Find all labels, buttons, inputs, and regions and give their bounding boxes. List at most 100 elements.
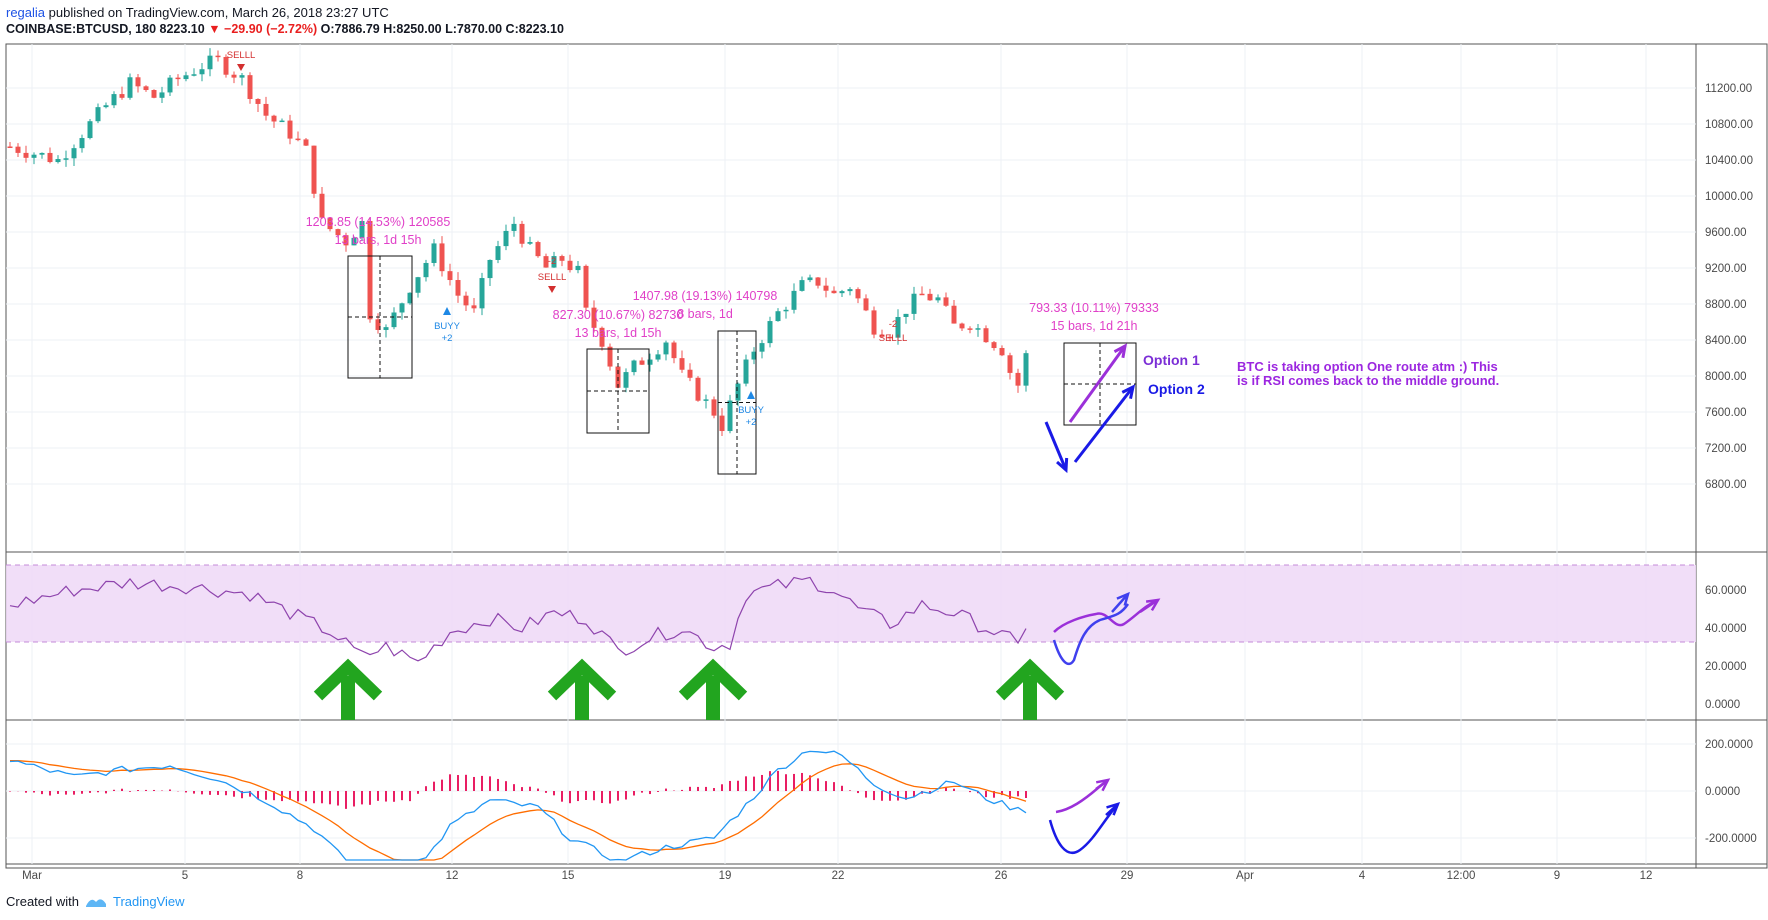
rsi-option2-curve — [1052, 603, 1130, 666]
measure-sublabel: 13 bars, 1d 15h — [575, 326, 662, 340]
candle-body — [383, 327, 389, 330]
candle-body — [191, 74, 197, 76]
rsi-option2-arrow — [1111, 593, 1129, 613]
macd-signal-line — [9, 759, 1027, 861]
macd-axis-label: -200.0000 — [1705, 833, 1757, 845]
candle-body — [143, 86, 149, 91]
candle-body — [95, 107, 101, 122]
option1-arrow — [1068, 345, 1127, 423]
candle-body — [583, 265, 589, 308]
candle-body — [71, 148, 77, 159]
candle-body — [535, 242, 541, 257]
candle-body — [263, 103, 269, 116]
macd-option2-arrow-head — [1106, 802, 1121, 816]
buy-signal-label: BUYY — [434, 321, 461, 332]
price-axis-label: 10800.00 — [1705, 119, 1753, 131]
candle-body — [151, 90, 157, 98]
note-line-2: is if RSI comes back to the middle groun… — [1237, 373, 1499, 388]
candle-body — [607, 346, 613, 367]
price-change: −29.90 (−2.72%) — [224, 22, 318, 36]
time-axis-label: Apr — [1236, 870, 1254, 882]
option2-arrow — [1073, 386, 1135, 463]
macd-pane — [9, 750, 1027, 861]
macd-line — [9, 750, 1027, 861]
candle-body — [599, 327, 605, 347]
time-axis-label: 29 — [1121, 870, 1134, 882]
candle-body — [503, 230, 509, 247]
price-axis-label: 8400.00 — [1705, 335, 1747, 347]
candle-body — [223, 56, 229, 75]
macd-axis-label: 200.0000 — [1705, 739, 1753, 751]
candle-body — [759, 343, 765, 352]
candle-body — [231, 74, 237, 78]
candle-body — [743, 359, 749, 384]
candle-body — [335, 229, 341, 236]
tradingview-brand[interactable]: TradingView — [112, 894, 185, 909]
buy-arrow-icon — [747, 391, 755, 399]
buy-signal-label: BUYY — [738, 405, 765, 416]
macd-axis-label: 0.0000 — [1705, 786, 1740, 798]
option2-label: Option 2 — [1148, 381, 1205, 397]
footer: Created with TradingView — [6, 894, 185, 909]
candle-body — [391, 312, 397, 328]
green-up-arrow-head — [678, 658, 748, 701]
candle-body — [999, 348, 1005, 356]
price-axis-label: 7600.00 — [1705, 407, 1747, 419]
candle-body — [87, 121, 93, 139]
last-price: 8223.10 — [159, 22, 205, 36]
time-axis-label: 22 — [832, 870, 845, 882]
candle-body — [463, 295, 469, 306]
candle-body — [23, 152, 29, 158]
candle-body — [631, 360, 637, 373]
candle-body — [215, 55, 221, 58]
option1-label: Option 1 — [1143, 352, 1200, 368]
time-axis-label: 19 — [719, 870, 732, 882]
candle-body — [287, 120, 293, 139]
publisher-link[interactable]: regalia — [6, 5, 46, 20]
candle-body — [439, 243, 445, 272]
candle-body — [471, 305, 477, 309]
option1-arrow-head — [1113, 343, 1128, 359]
candle-body — [367, 220, 373, 320]
candle-body — [183, 75, 189, 80]
green-up-arrow-head — [547, 658, 617, 701]
chart-frame — [5, 43, 1768, 869]
rsi-line — [9, 576, 1027, 662]
time-axis-label: 8 — [297, 870, 303, 882]
rsi-option1-arrow — [1139, 598, 1159, 614]
candle-body — [623, 372, 629, 388]
high-value: H:8250.00 — [383, 22, 442, 36]
candle-body — [479, 278, 485, 309]
rsi-option2-arrow-head — [1116, 591, 1130, 606]
measure-label: 1407.98 (19.13%) 140798 — [633, 289, 778, 303]
candle-body — [359, 220, 365, 238]
candle-body — [791, 290, 797, 310]
candle-body — [199, 69, 205, 75]
candle-body — [695, 377, 701, 401]
ohlc-line: COINBASE:BTCUSD, 180 8223.10 ▼ −29.90 (−… — [6, 21, 564, 38]
green-up-arrow-head — [995, 658, 1065, 701]
candle-body — [935, 297, 941, 301]
rsi-band — [6, 565, 1696, 642]
candle-body — [167, 77, 173, 93]
price-axis-label: 8800.00 — [1705, 299, 1747, 311]
candle-body — [255, 98, 261, 104]
candle-body — [527, 242, 533, 244]
candle-body — [711, 399, 717, 416]
candle-body — [847, 289, 853, 292]
candle-body — [343, 235, 349, 246]
grid-lines — [6, 44, 1696, 864]
candle-body — [423, 262, 429, 278]
candle-body — [119, 94, 125, 98]
price-axis-label: 9600.00 — [1705, 227, 1747, 239]
candle-body — [415, 277, 421, 293]
macd-option2-curve — [1048, 803, 1119, 854]
price-axis-label: 6800.00 — [1705, 479, 1747, 491]
candle-body — [735, 383, 741, 401]
created-with-label: Created with — [6, 894, 79, 909]
price-axis-label: 8000.00 — [1705, 371, 1747, 383]
candle-body — [319, 193, 325, 218]
measure-sublabel: 8 bars, 1d — [677, 307, 733, 321]
